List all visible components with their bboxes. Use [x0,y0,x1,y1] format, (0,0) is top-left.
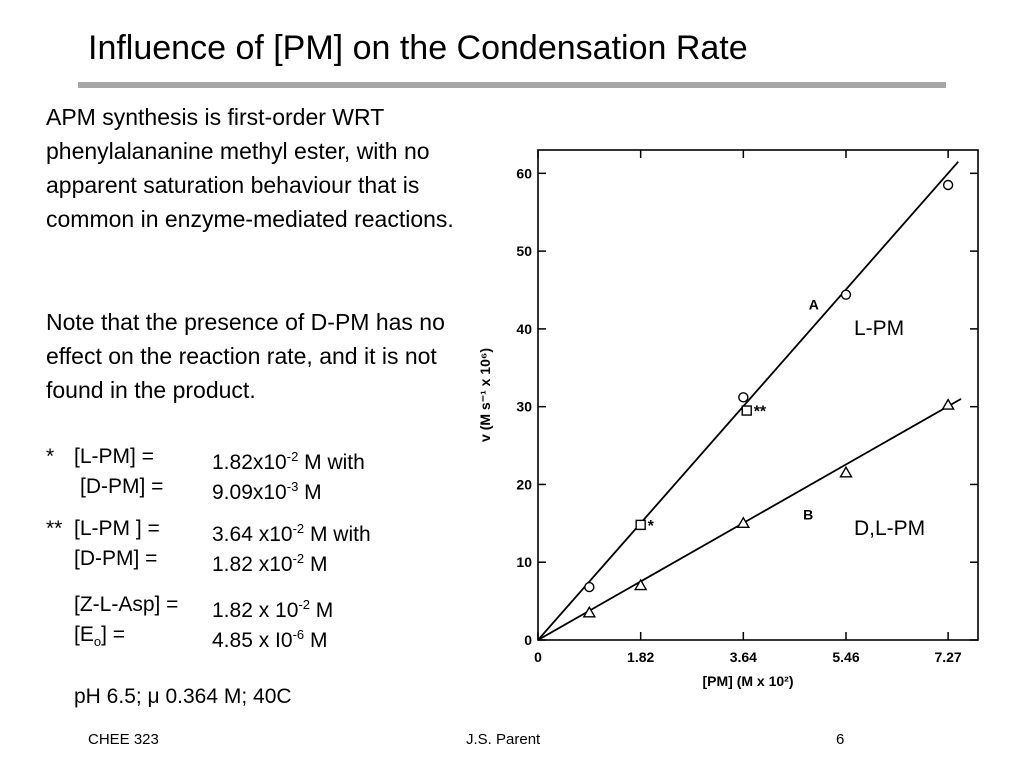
data-point-star-label: ** [754,404,767,421]
footer-author: J.S. Parent [466,731,541,748]
zasp-label: [Z-L-Asp] = [74,593,179,616]
condition-2-dpm-value: 1.82 x10-2 M [212,551,328,576]
x-tick-label: 7.27 [934,649,961,665]
condition-1-lpm-label: [L-PM] = [74,445,154,468]
condition-2-lpm-label: [L-PM ] = [74,517,160,540]
condition-1-lpm-value: 1.82x10-2 M with [212,449,365,474]
y-axis-label: v (M s⁻¹ x 10⁶) [477,348,493,442]
data-point-b [736,516,751,529]
condition-2-dpm-label: [D-PM] = [74,547,158,570]
condition-2-marker: ** [46,517,63,540]
y-tick-label: 40 [516,321,532,337]
ph-conditions: pH 6.5; μ 0.364 M; 40C [74,685,292,708]
fit-line-b [537,398,962,641]
y-tick-label: 50 [516,243,532,259]
condition-2-lpm-value: 3.64 x10-2 M with [212,521,371,546]
zasp-value: 1.82 x 10-2 M [212,597,334,622]
x-tick-label: 3.64 [730,649,757,665]
paragraph-first-order: APM synthesis is first-order WRT phenyla… [46,104,454,232]
x-tick-label: 1.82 [627,649,654,665]
y-tick-label: 20 [516,476,532,492]
x-tick-label: 5.46 [832,649,859,665]
title-underline [78,82,946,88]
annotation-l-pm: L-PM [854,317,905,340]
data-point-b [839,465,853,478]
y-tick-label: 10 [516,554,532,570]
series-label-a: A [809,296,819,312]
data-point-a [942,179,954,191]
condition-1-dpm-value: 9.09x10-3 M [212,479,322,504]
data-point-a [738,392,749,403]
footer-course: CHEE 323 [88,731,159,748]
y-tick-label: 0 [524,632,532,648]
y-tick-label: 60 [516,165,532,181]
fit-line-a [537,161,959,641]
enzyme-value: 4.85 x I0-6 M [212,627,328,652]
data-point-square [635,519,646,531]
y-tick-label: 30 [516,399,532,415]
data-point-b [633,578,648,591]
data-point-star-label: * [648,518,655,535]
condition-1-marker: * [46,445,55,468]
data-point-b [582,605,597,618]
condition-1-dpm-label: [D-PM] = [80,475,164,498]
x-axis-label: [PM] (M x 10²) [703,673,794,689]
slide-title: Influence of [PM] on the Condensation Ra… [88,29,748,67]
data-point-square [741,405,752,416]
series-label-b: B [803,506,813,522]
plot-frame [537,149,979,641]
data-point-a [584,581,595,593]
x-tick-label: 0 [534,649,542,665]
footer-page-number: 6 [836,731,845,748]
enzyme-label: [Eo] = [74,623,126,650]
annotation-dl-pm: D,L-PM [854,517,926,540]
paragraph-d-pm: Note that the presence of D-PM has no ef… [46,309,445,403]
data-point-a [840,289,852,300]
data-point-b [941,398,955,410]
rate-chart: 0 10 20 30 40 50 60 0 1.82 3.64 5.46 7.27 [PM] (M x … [477,149,979,689]
